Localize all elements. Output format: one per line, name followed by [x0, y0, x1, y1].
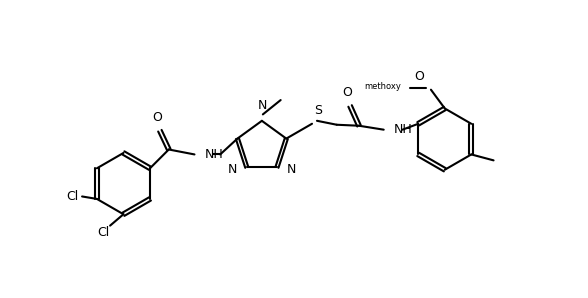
Text: O: O	[415, 70, 425, 83]
Text: N: N	[228, 163, 238, 176]
Text: O: O	[152, 111, 162, 124]
Text: O: O	[343, 86, 353, 99]
Text: NH: NH	[394, 123, 413, 136]
Text: N: N	[286, 163, 296, 176]
Text: Cl: Cl	[66, 190, 78, 203]
Text: Cl: Cl	[98, 226, 110, 239]
Text: S: S	[314, 104, 322, 117]
Text: NH: NH	[205, 148, 223, 161]
Text: methoxy: methoxy	[365, 82, 401, 91]
Text: N: N	[258, 100, 268, 112]
